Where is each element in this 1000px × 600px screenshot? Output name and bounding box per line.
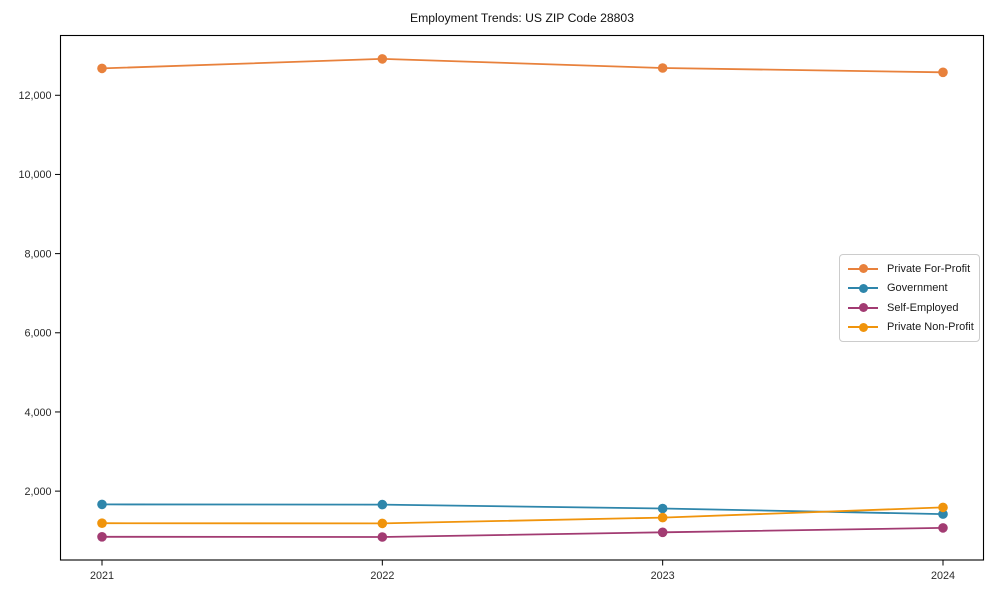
data-point (657, 527, 668, 538)
series-line (101, 57, 944, 74)
x-tick-label: 2024 (931, 570, 955, 582)
data-point (938, 523, 948, 533)
data-point (97, 518, 107, 528)
data-point (938, 67, 948, 78)
y-tick-label: 2,000 (24, 486, 51, 498)
chart-title: Employment Trends: US ZIP Code 28803 (410, 11, 634, 25)
y-tick-label: 4,000 (24, 407, 51, 419)
plot-frame (59, 34, 985, 561)
legend-item: Self-Employed (848, 298, 971, 318)
series-line (101, 503, 944, 515)
legend-marker-icon (848, 263, 878, 274)
legend-item: Private Non-Profit (848, 318, 974, 338)
data-point (97, 63, 107, 74)
legend-marker-icon (848, 322, 878, 333)
y-tick-label: 10,000 (18, 169, 51, 181)
series-line (101, 506, 944, 525)
x-tick-label: 2021 (90, 570, 114, 582)
data-point (97, 532, 107, 542)
legend-label: Private Non-Profit (887, 321, 974, 334)
legend-label: Government (887, 282, 948, 295)
data-point (657, 503, 668, 514)
data-point (377, 499, 388, 510)
legend-marker-icon (848, 302, 878, 313)
x-tick-label: 2023 (651, 570, 675, 582)
x-tick-label: 2022 (370, 570, 394, 582)
data-point (938, 502, 948, 513)
legend-item: Private For-Profit (848, 259, 971, 279)
legend-label: Private For-Profit (887, 262, 971, 275)
data-point (377, 54, 388, 64)
data-point (938, 509, 948, 519)
legend-label: Self-Employed (887, 301, 959, 314)
y-tick-label: 12,000 (18, 90, 51, 102)
series-line (101, 527, 944, 538)
data-point (657, 63, 668, 73)
legend-marker-icon (848, 283, 878, 294)
chart-legend: Private For-Profit Government Self-Emplo… (839, 254, 980, 342)
y-tick-label: 6,000 (24, 328, 51, 340)
data-point (377, 518, 388, 529)
data-point (657, 512, 668, 523)
y-tick-label: 8,000 (24, 248, 51, 260)
data-point (97, 499, 107, 510)
data-point (377, 532, 388, 542)
legend-item: Government (848, 279, 971, 299)
